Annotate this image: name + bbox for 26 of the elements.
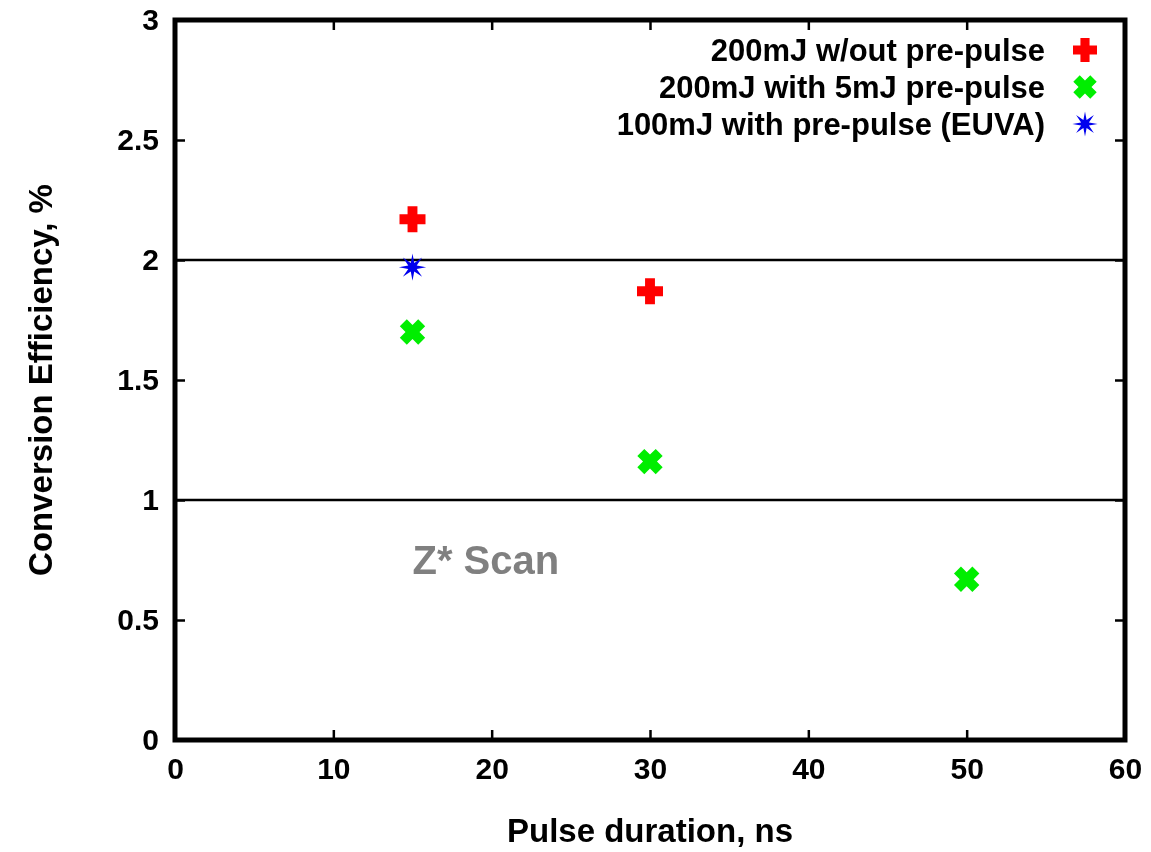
x-tick-label: 0 [167, 752, 184, 786]
point [637, 278, 663, 305]
y-tick-label: 1 [142, 483, 159, 517]
y-tick-label: 0 [142, 723, 159, 757]
x-tick-label: 60 [1108, 752, 1143, 786]
legend-label: 200mJ w/out pre-pulse [710, 33, 1045, 68]
annotation: Z* Scan [412, 538, 560, 583]
x-tick-label: 50 [950, 752, 984, 786]
y-tick-label: 2.5 [117, 123, 159, 157]
y-tick-label: 1.5 [117, 363, 159, 397]
point [399, 206, 426, 233]
x-tick-label: 40 [792, 752, 826, 786]
y-tick-label: 0.5 [117, 603, 159, 637]
x-axis-title: Pulse duration, ns [506, 812, 794, 849]
point [637, 448, 663, 475]
legend-label: 100mJ with pre-pulse (EUVA) [616, 107, 1045, 142]
y-tick-label: 3 [142, 3, 159, 37]
y-tick-label: 2 [142, 243, 159, 277]
point [398, 253, 427, 281]
x-tick-label: 20 [475, 752, 509, 786]
y-axis-title: Conversion Efficiency, % [22, 184, 59, 576]
x-tick-label: 30 [633, 752, 668, 786]
point [399, 319, 426, 345]
legend-label: 200mJ with 5mJ pre-pulse [659, 70, 1045, 105]
point [953, 566, 980, 592]
x-tick-label: 10 [317, 752, 351, 786]
